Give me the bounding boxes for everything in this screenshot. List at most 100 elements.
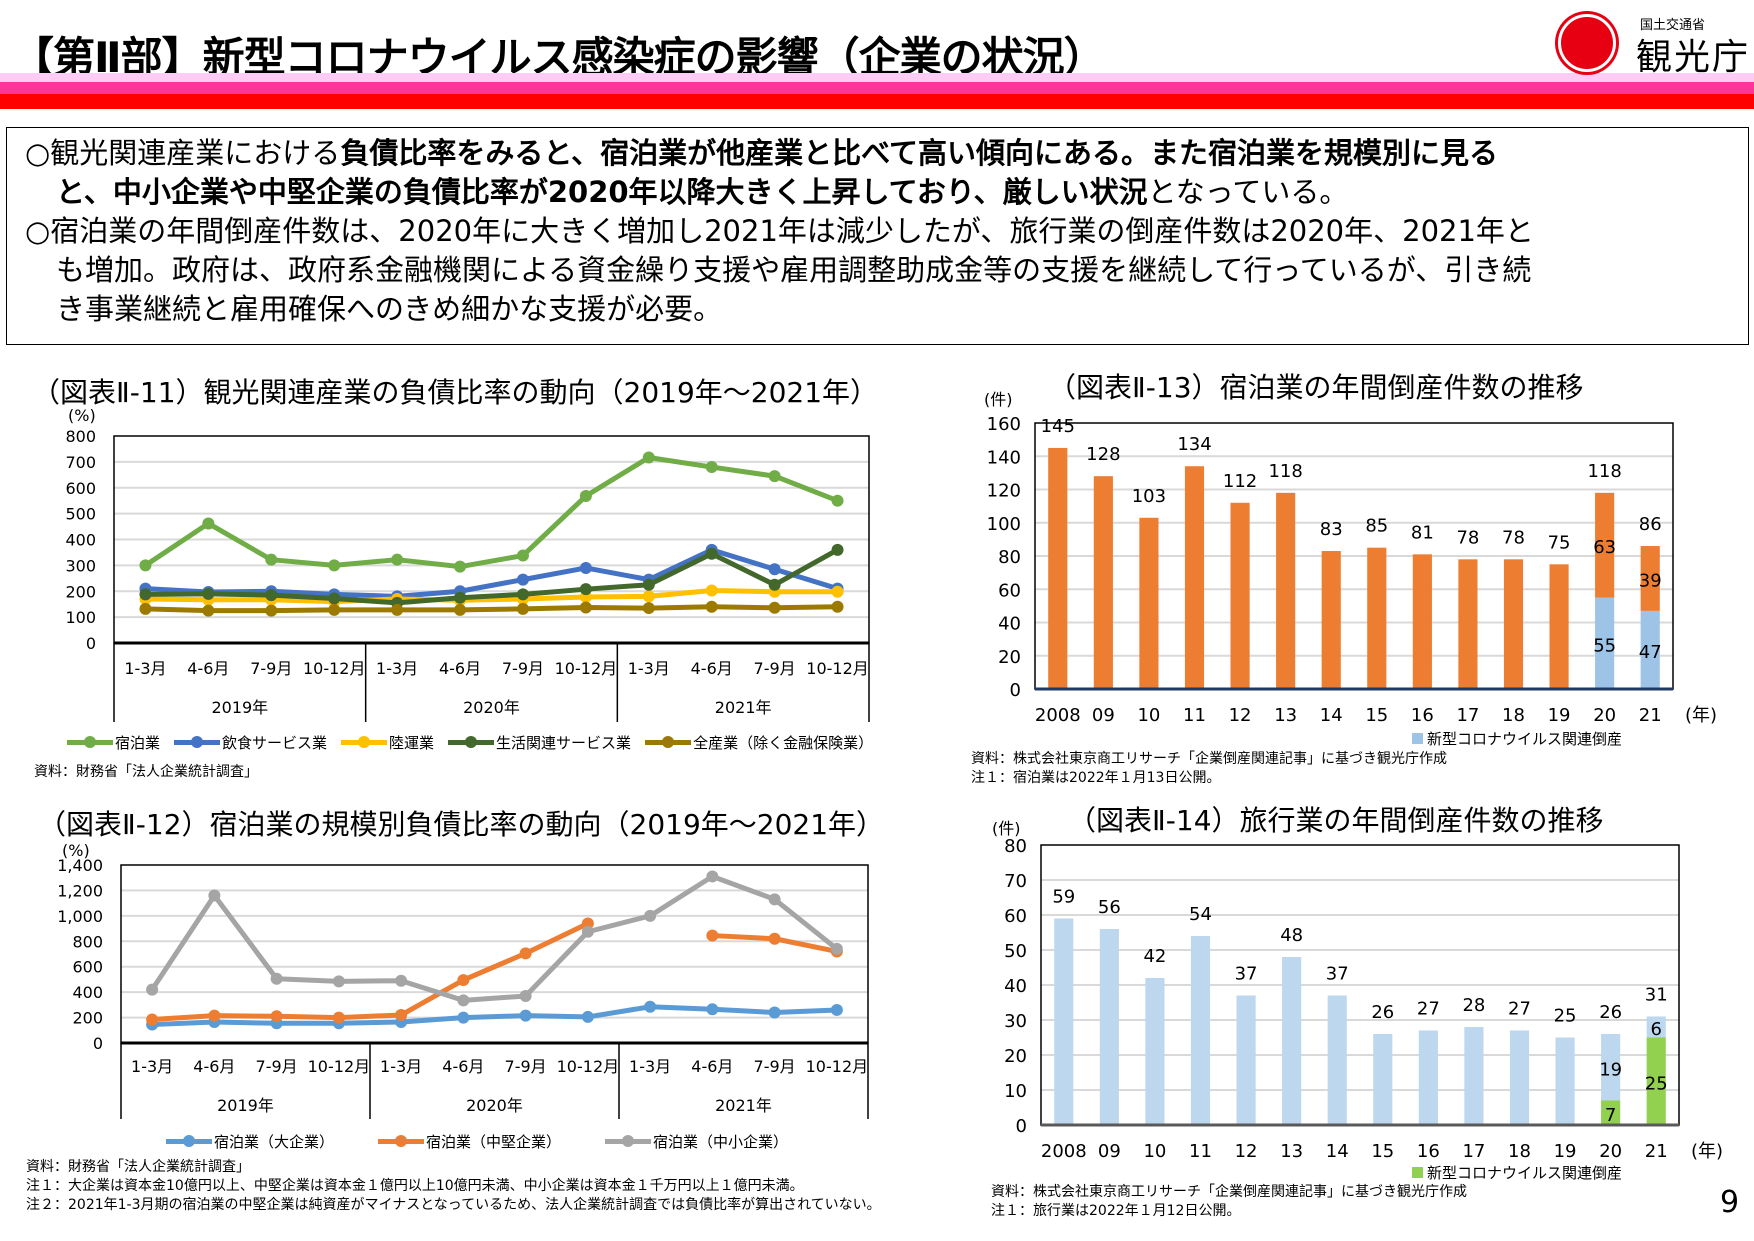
page-number: 9 bbox=[1720, 1185, 1740, 1220]
chart-11-data-point bbox=[579, 561, 592, 574]
chart-14-segment-label: 7 bbox=[1605, 1105, 1616, 1126]
logo-agency: 観光庁 bbox=[1636, 37, 1751, 78]
legend-item: 宿泊業（中小企業） bbox=[605, 1131, 788, 1152]
chart-14-total-label: 37 bbox=[1326, 964, 1349, 985]
chart-11-data-point bbox=[454, 591, 467, 604]
chart-11-data-point bbox=[139, 602, 152, 615]
chart-note: 注１：宿泊業は2022年１月13日公開。 bbox=[971, 770, 1221, 786]
chart-13-notes: 資料：株式会社東京商工リサーチ「企業倒産関連記事」に基づき観光庁作成 注１：宿泊業… bbox=[971, 750, 1447, 788]
chart-12-data-point bbox=[830, 1003, 843, 1016]
chart-12-data-point bbox=[519, 1009, 532, 1022]
legend-line-marker bbox=[645, 736, 692, 748]
chart-13-total-label: 85 bbox=[1365, 516, 1388, 537]
chart-12-data-point bbox=[146, 1013, 159, 1026]
chart-12-xtick-label: 4-6月 bbox=[193, 1057, 235, 1076]
summary-line: ○観光関連産業における負債比率をみると、宿泊業が他産業と比べて高い傾向にある。ま… bbox=[25, 134, 1748, 173]
chart-14-ytick-label: 70 bbox=[1004, 871, 1027, 892]
chart-13-ytick-label: 120 bbox=[987, 481, 1021, 502]
chart-12-xtick-label: 1-3月 bbox=[380, 1057, 422, 1076]
chart-14-total-label: 26 bbox=[1599, 1002, 1622, 1023]
chart-11-data-point bbox=[642, 602, 655, 615]
chart-11-data-point bbox=[579, 490, 592, 503]
chart-11-xtick-label: 1-3月 bbox=[376, 659, 418, 678]
chart-14-total-label: 54 bbox=[1189, 904, 1212, 925]
chart-11-data-point bbox=[705, 600, 718, 613]
chart-14-bar-segment bbox=[1282, 957, 1302, 1125]
chart-13-total-label: 118 bbox=[1587, 461, 1621, 482]
chart-14-xtick-label: 12 bbox=[1235, 1141, 1258, 1162]
chart-14-unit: (件) bbox=[992, 819, 1021, 838]
legend-line-marker bbox=[166, 1135, 212, 1147]
chart-12-data-point bbox=[768, 932, 781, 945]
chart-12-title: （図表Ⅱ-12）宿泊業の規模別負債比率の動向（2019年～2021年） bbox=[38, 808, 885, 841]
chart-11-data-point bbox=[516, 602, 529, 615]
legend-line-marker bbox=[174, 736, 221, 748]
chart-13-total-label: 81 bbox=[1411, 522, 1434, 543]
chart-14-bar-segment bbox=[1190, 936, 1211, 1125]
chart-13-segment-label: 47 bbox=[1639, 642, 1662, 663]
chart-14-bar-segment bbox=[1236, 995, 1256, 1125]
logo-circle-icon bbox=[1558, 14, 1616, 72]
chart-11-xtick-label: 7-9月 bbox=[754, 659, 796, 678]
summary-text: ○宿泊業の年間倒産件数は、2020年に大きく増加し2021年は減少したが、旅行業… bbox=[25, 214, 1534, 248]
chart-13-ytick-label: 0 bbox=[1010, 680, 1021, 701]
header-band-red bbox=[0, 94, 1754, 109]
chart-11-series-line bbox=[145, 547, 839, 599]
legend-item: 生活関連サービス業 bbox=[448, 732, 631, 753]
chart-12-data-point bbox=[457, 974, 470, 987]
chart-11-group-label: 2020年 bbox=[463, 698, 520, 717]
chart-12-ytick-label: 1,200 bbox=[57, 881, 103, 900]
chart-12-xtick-label: 7-9月 bbox=[256, 1057, 298, 1076]
chart-11-data-point bbox=[265, 553, 278, 566]
chart-11-xtick-label: 4-6月 bbox=[691, 659, 733, 678]
chart-13-xtick-label: 20 bbox=[1593, 705, 1616, 726]
chart-13-segment-label: 63 bbox=[1593, 537, 1616, 558]
chart-14-bar-segment bbox=[1646, 1037, 1666, 1125]
chart-11-data-point bbox=[642, 578, 655, 591]
chart-11-data-point bbox=[516, 549, 529, 562]
chart-13-ytick-label: 160 bbox=[987, 414, 1021, 435]
legend-label: 宿泊業（中小企業） bbox=[653, 1133, 789, 1151]
chart-14-segment-label: 25 bbox=[1645, 1073, 1668, 1094]
chart-14-total-label: 31 bbox=[1645, 985, 1668, 1006]
chart-14-bar-segment bbox=[1418, 1030, 1438, 1125]
legend-label: 陸運業 bbox=[389, 734, 435, 752]
chart-13-bar-segment bbox=[1640, 546, 1660, 611]
legend-label: 宿泊業 bbox=[115, 734, 161, 752]
chart-13-bar-segment bbox=[1412, 554, 1432, 689]
chart-14-total-label: 59 bbox=[1052, 887, 1075, 908]
chart-13-title: （図表Ⅱ-13）宿泊業の年間倒産件数の推移 bbox=[1048, 371, 1584, 404]
chart-11-data-point bbox=[516, 588, 529, 601]
legend-label: 飲食サービス業 bbox=[222, 734, 328, 752]
chart-14-notes: 資料：株式会社東京商工リサーチ「企業倒産関連記事」に基づき観光庁作成 注１：旅行業… bbox=[991, 1183, 1467, 1221]
chart-14-xtick-label: 16 bbox=[1417, 1141, 1440, 1162]
chart-14-bar-segment bbox=[1327, 995, 1347, 1125]
legend-label: 全産業（除く金融保険業） bbox=[693, 734, 874, 752]
chart-14-bar-segment bbox=[1601, 1034, 1621, 1101]
chart-note: 資料：財務省「法人企業統計調査」 bbox=[34, 764, 258, 780]
chart-12-group-label: 2019年 bbox=[217, 1096, 274, 1115]
chart-11-data-point bbox=[328, 603, 341, 616]
legend-label: 新型コロナウイルス関連倒産 bbox=[1427, 730, 1623, 748]
chart-12-data-point bbox=[644, 909, 657, 922]
chart-13-ytick-label: 20 bbox=[998, 647, 1021, 668]
chart-note: 資料：株式会社東京商工リサーチ「企業倒産関連記事」に基づき観光庁作成 bbox=[971, 751, 1447, 767]
chart-14-segment-label: 19 bbox=[1599, 1059, 1622, 1080]
legend-swatch bbox=[1412, 1167, 1423, 1178]
chart-13-segment-label: 55 bbox=[1593, 635, 1616, 656]
chart-14-total-label: 25 bbox=[1554, 1006, 1577, 1027]
chart-11-data-point bbox=[202, 604, 215, 617]
chart-11-unit: (%) bbox=[68, 406, 96, 425]
chart-11-data-point bbox=[139, 559, 152, 572]
chart-12-xtick-label: 10-12月 bbox=[557, 1057, 620, 1076]
chart-12-data-point bbox=[706, 929, 719, 942]
legend-line-marker bbox=[378, 1135, 425, 1147]
chart-12-data-point bbox=[519, 947, 532, 960]
legend-label: 宿泊業（中堅企業） bbox=[426, 1133, 562, 1151]
chart-12-data-point bbox=[208, 889, 221, 902]
chart-13-x-unit: (年) bbox=[1685, 705, 1717, 726]
legend-item: 宿泊業（大企業） bbox=[166, 1131, 334, 1152]
chart-11-series-line bbox=[144, 454, 839, 570]
chart-11-data-point bbox=[642, 451, 655, 464]
chart-note: 注１：旅行業は2022年１月12日公開。 bbox=[991, 1203, 1241, 1219]
